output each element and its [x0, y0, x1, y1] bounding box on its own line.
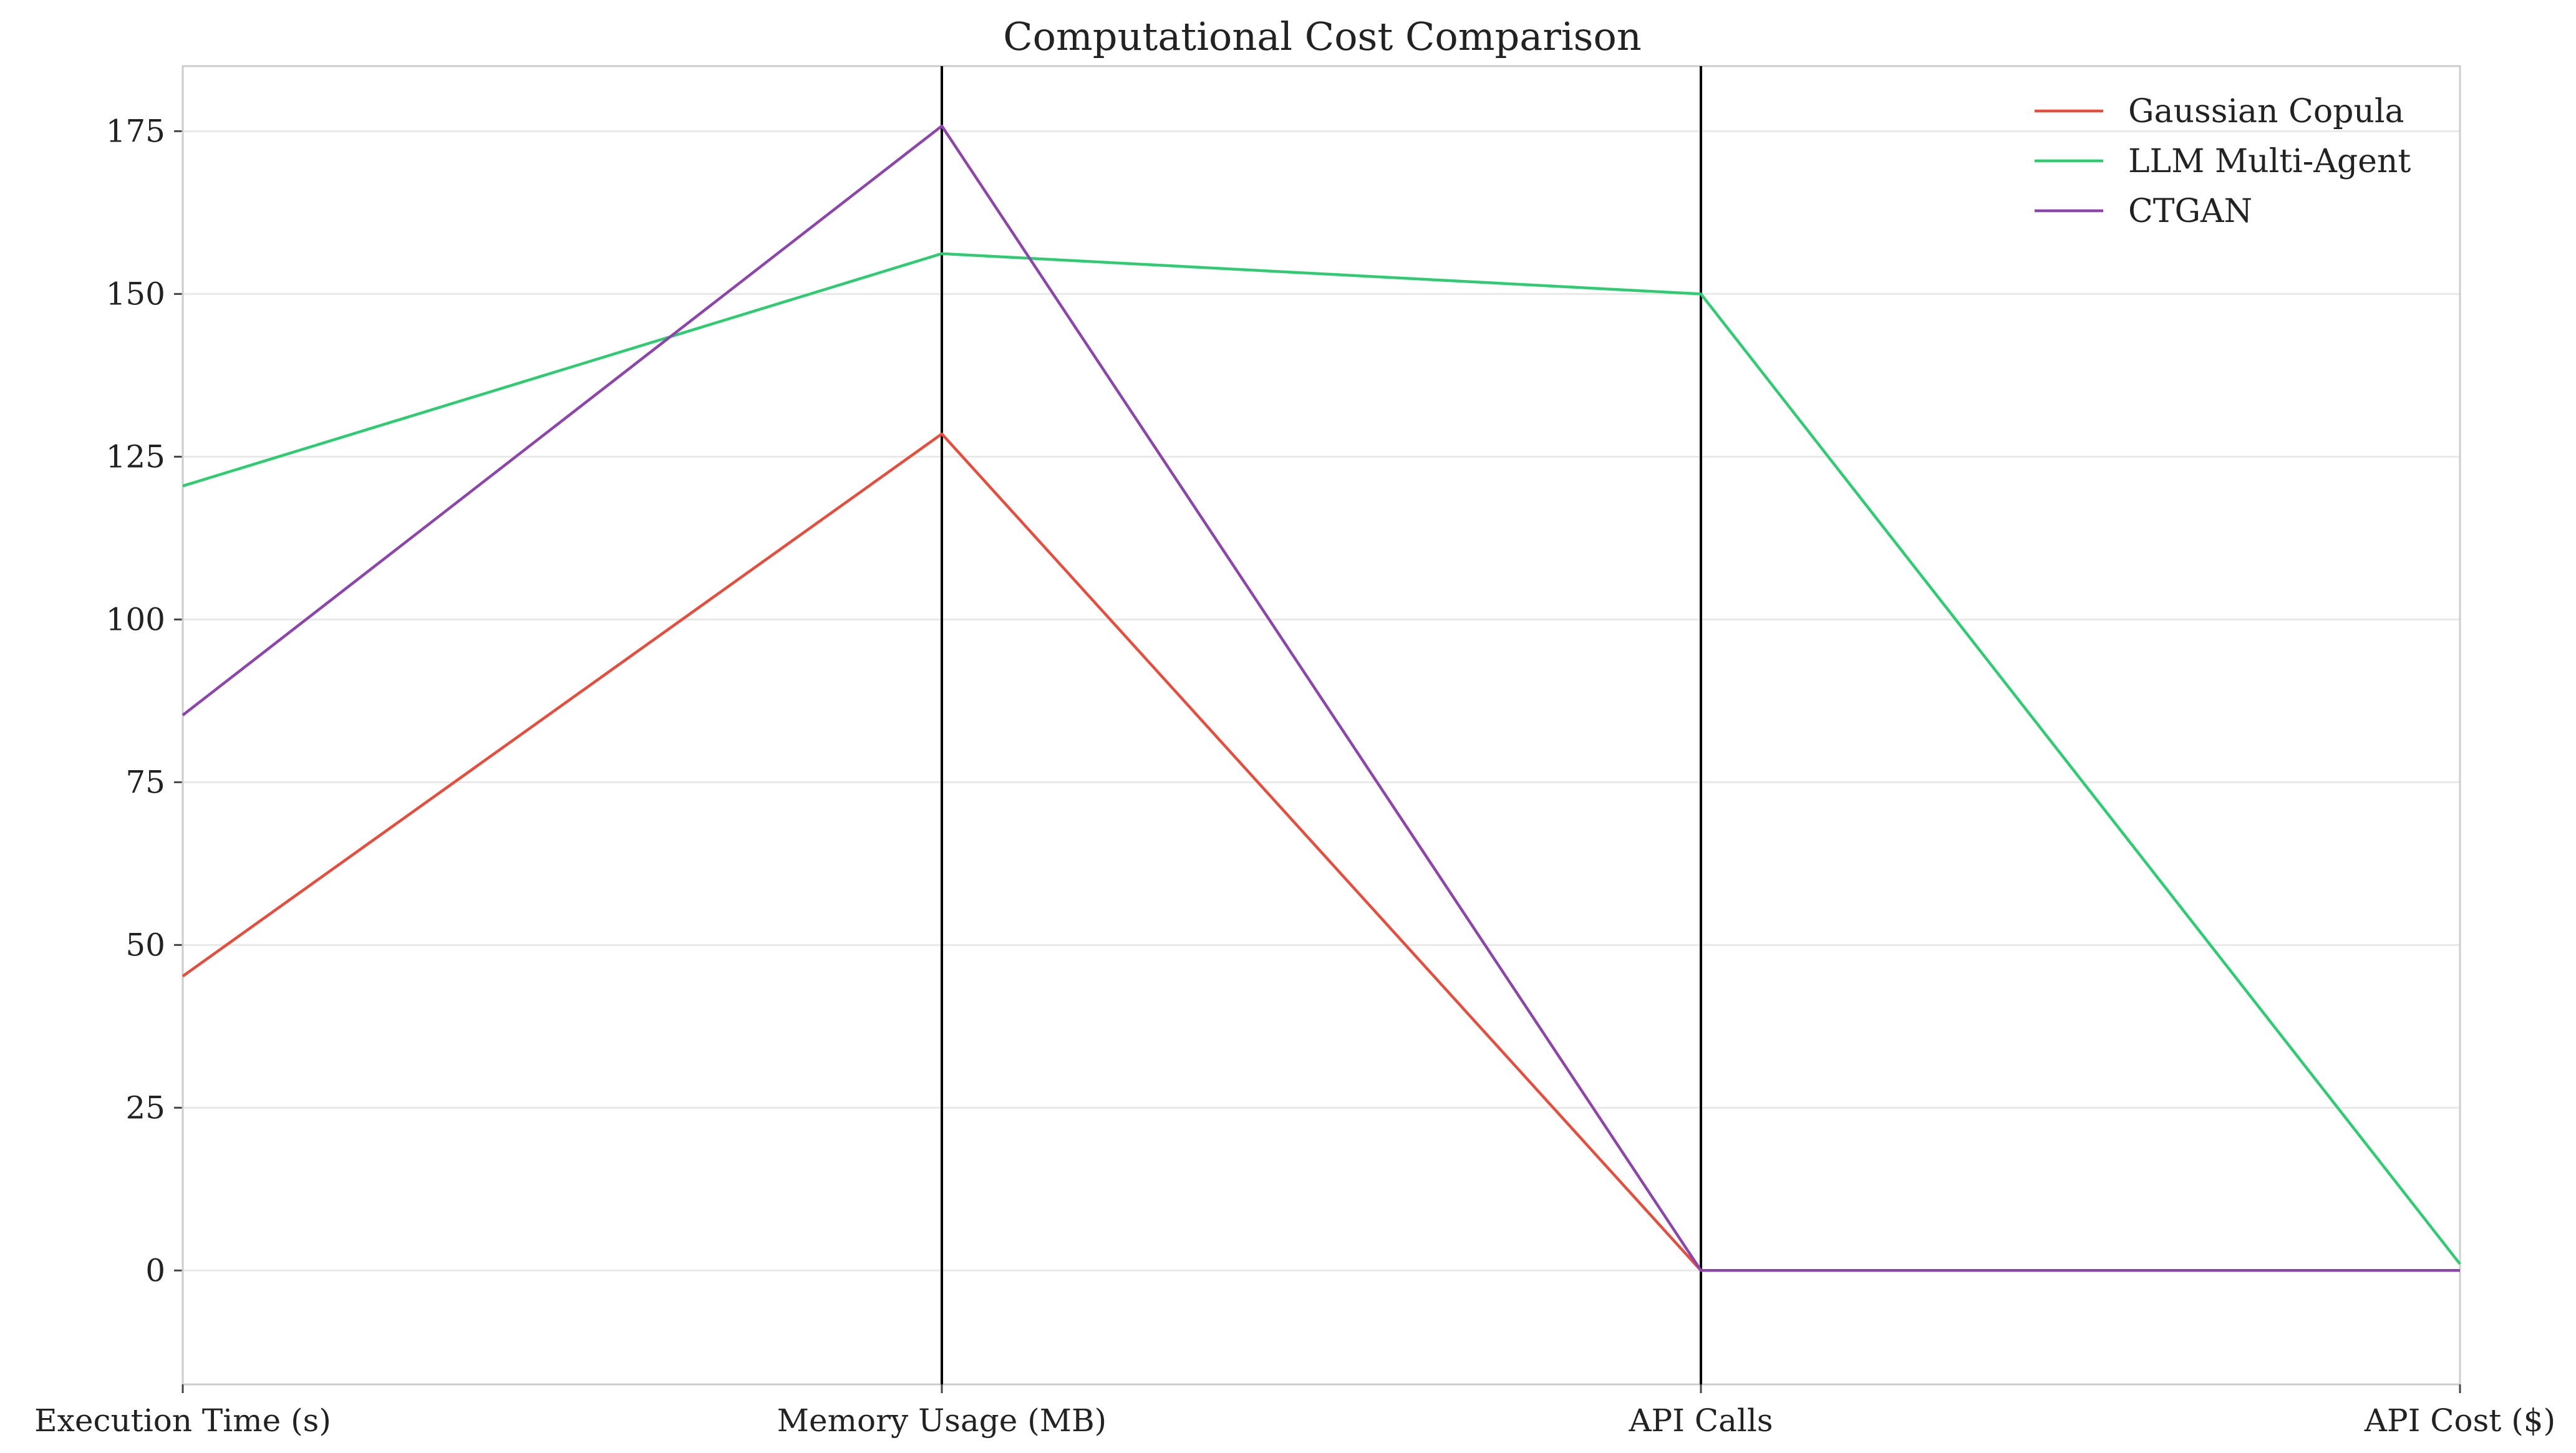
- legend-label: LLM Multi-Agent: [2128, 143, 2411, 180]
- y-tick-label: 125: [106, 438, 165, 475]
- x-tick-label: Execution Time (s): [34, 1402, 331, 1439]
- plot-frame: [182, 65, 2461, 1386]
- grid-lines: [183, 130, 2460, 1272]
- legend: Gaussian Copula LLM Multi-Agent CTGAN: [2035, 93, 2411, 230]
- y-tick-label: 150: [106, 276, 165, 312]
- series-line-2: [182, 124, 2460, 1272]
- axes: 0 25 50 75 100 125 150 175 Execution Time (s) Mem…: [34, 65, 2555, 1439]
- y-tick-label: 100: [106, 601, 165, 637]
- legend-label: Gaussian Copula: [2128, 93, 2404, 130]
- y-tick-label: 50: [125, 927, 165, 963]
- series-lines: [182, 124, 2461, 1272]
- chart-title: Computational Cost Comparison: [1003, 14, 1642, 59]
- x-tick-label: API Calls: [1628, 1402, 1773, 1439]
- series-line-1: [182, 252, 2461, 1265]
- y-tick-label: 25: [125, 1089, 165, 1126]
- x-tick-label: Memory Usage (MB): [777, 1402, 1106, 1439]
- y-tick-label: 0: [145, 1252, 165, 1288]
- legend-label: CTGAN: [2128, 193, 2252, 230]
- y-tick-label: 75: [125, 764, 165, 800]
- x-tick-label: API Cost ($): [2364, 1402, 2555, 1439]
- y-tick-label: 175: [106, 113, 165, 149]
